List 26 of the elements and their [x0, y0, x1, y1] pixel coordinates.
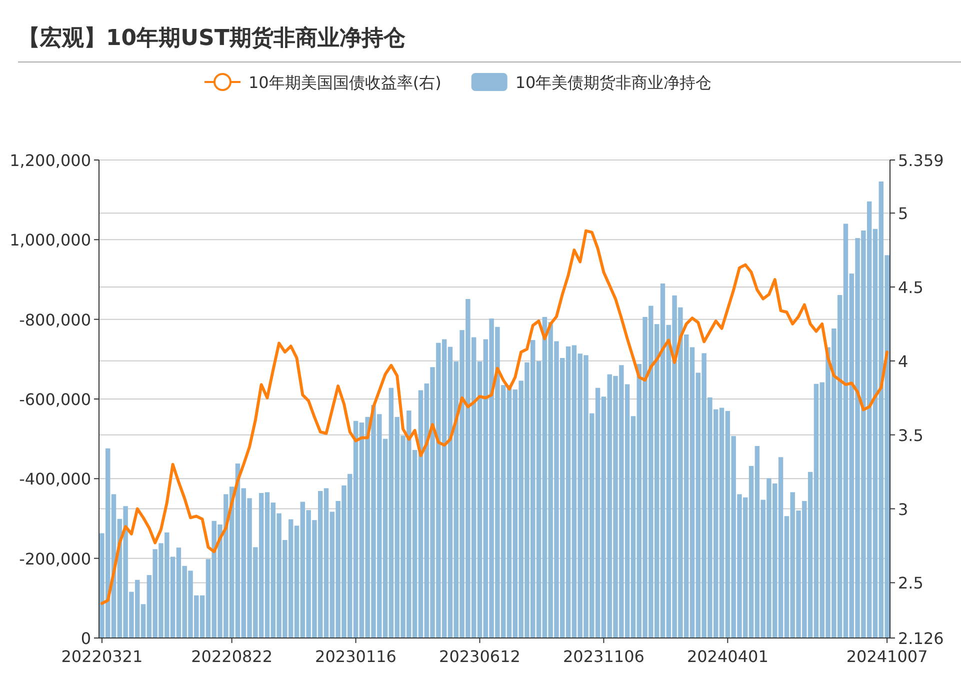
y2-tick-label: 2.126	[898, 629, 944, 648]
y2-tick-label: 2.5	[898, 574, 924, 593]
y2-tick-label: 4	[898, 352, 908, 371]
legend-label: 10年期美国国债收益率(右)	[248, 73, 442, 92]
x-tick-label: 20220822	[191, 647, 273, 666]
y2-tick-label: 5	[898, 204, 908, 224]
y-tick-label: 0	[80, 629, 91, 648]
chart-title: 【宏观】10年期UST期货非商业净持仓	[18, 25, 406, 51]
y2-tick-label: 4.5	[898, 278, 924, 298]
x-tick-label: 20240401	[686, 647, 768, 666]
x-tick-label: 20230116	[315, 647, 396, 666]
x-tick-label: 20231106	[562, 647, 644, 666]
y-tick-label: -400,000	[19, 470, 91, 489]
y2-tick-label: 3	[898, 500, 908, 519]
y-tick-label: -600,000	[19, 390, 91, 409]
y2-tick-label: 5.359	[898, 151, 944, 170]
y-tick-label: 1,200,000	[10, 151, 91, 170]
x-tick-label: 20220321	[61, 647, 143, 666]
x-tick-label: 20230612	[439, 647, 520, 666]
y-tick-label: 1,000,000	[10, 230, 91, 250]
legend-label: 10年美债期货非商业净持仓	[515, 73, 712, 92]
y2-tick-label: 3.5	[898, 426, 924, 445]
y-tick-label: -800,000	[19, 310, 91, 330]
line-series	[100, 229, 889, 605]
y-tick-label: -200,000	[19, 549, 91, 568]
x-tick-label: 20241007	[846, 647, 928, 666]
